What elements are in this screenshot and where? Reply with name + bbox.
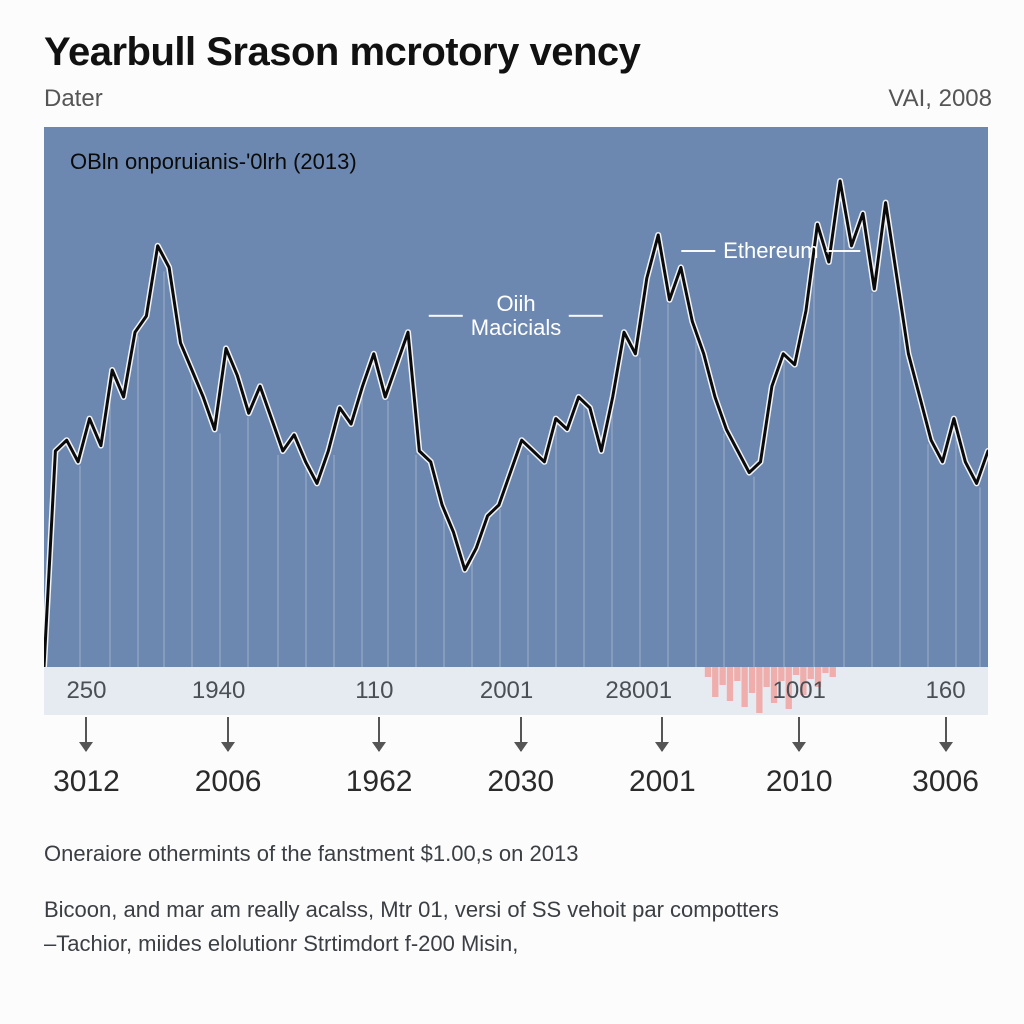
chart-canvas [44,127,988,667]
year-axis: 3012 2006 1962 2030 2001 2010 3006 [44,759,988,807]
down-arrow-icon [661,717,663,751]
value-label: 1001 [772,677,825,705]
footer-line: Oneraiore othermints of the fanstment $1… [44,837,988,871]
value-label: 110 [355,677,393,705]
annotation-dash-icon [429,315,463,317]
footer-text: Oneraiore othermints of the fanstment $1… [44,837,988,961]
year-label: 2001 [629,765,696,799]
chart-inset-label: OBln onporuianis-'0lrh (2013) [70,149,357,175]
chart-container: OBln onporuianis-'0lrh (2013) Oiih Macic… [44,127,992,807]
value-label: 28001 [605,677,672,705]
annotation-label: Oiih [496,292,535,316]
down-arrow-icon [378,717,380,751]
annotation-label: Ethereum [723,238,818,264]
subtitle-left: Dater [44,85,103,113]
value-band: 250 1940 110 2001 28001 1001 160 [44,667,988,715]
value-label: 2001 [480,677,533,705]
annotation-dash-icon [569,315,603,317]
down-arrow-icon [85,717,87,751]
annotation-sublabel: Macicials [471,316,561,340]
down-arrow-icon [227,717,229,751]
value-label: 1940 [192,677,245,705]
value-label: 160 [925,677,965,705]
annotation-macicials: Oiih Macicials [429,292,603,340]
year-label: 2030 [487,765,554,799]
year-label: 2006 [195,765,262,799]
annotation-ethereum: Ethereum [681,238,860,264]
down-arrow-icon [520,717,522,751]
value-label: 250 [66,677,106,705]
down-arrow-icon [945,717,947,751]
annotation-dash-icon [827,250,861,252]
footer-line: Bicoon, and mar am really acalss, Mtr 01… [44,893,988,961]
line-chart: OBln onporuianis-'0lrh (2013) Oiih Macic… [44,127,988,667]
year-label: 2010 [766,765,833,799]
year-label: 3006 [912,765,979,799]
page-title: Yearbull Srason mcrotory vency [44,30,992,75]
year-label: 3012 [53,765,120,799]
down-arrow-icon [798,717,800,751]
subtitle-right: VAI, 2008 [888,85,992,113]
year-label: 1962 [346,765,413,799]
arrow-row [44,715,988,759]
annotation-dash-icon [681,250,715,252]
